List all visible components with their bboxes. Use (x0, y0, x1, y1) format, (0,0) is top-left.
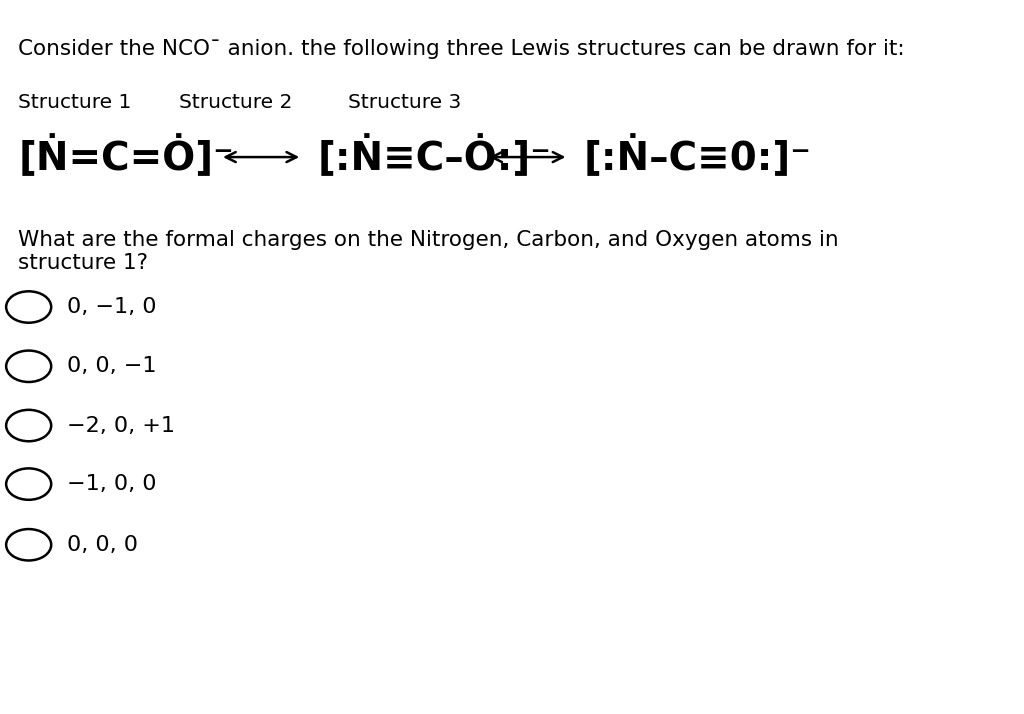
Text: −2, 0, +1: −2, 0, +1 (67, 416, 174, 436)
Text: Structure 3: Structure 3 (348, 93, 462, 112)
Text: [:Ṅ≡C–Ȯ:]⁻: [:Ṅ≡C–Ȯ:]⁻ (317, 136, 551, 178)
Text: Structure 2: Structure 2 (179, 93, 293, 112)
Text: 0, 0, 0: 0, 0, 0 (67, 535, 137, 555)
Text: [:Ṅ–C≡0:]⁻: [:Ṅ–C≡0:]⁻ (584, 136, 812, 178)
Text: 0, 0, −1: 0, 0, −1 (67, 356, 156, 376)
Text: −1, 0, 0: −1, 0, 0 (67, 474, 156, 494)
Text: Structure 1: Structure 1 (18, 93, 132, 112)
Text: Consider the NCO¯ anion. the following three Lewis structures can be drawn for i: Consider the NCO¯ anion. the following t… (18, 39, 905, 59)
Text: 0, −1, 0: 0, −1, 0 (67, 297, 156, 317)
Text: structure 1?: structure 1? (18, 253, 148, 273)
Text: What are the formal charges on the Nitrogen, Carbon, and Oxygen atoms in: What are the formal charges on the Nitro… (18, 230, 839, 250)
Text: [Ṅ=C=Ȯ]⁻: [Ṅ=C=Ȯ]⁻ (18, 136, 234, 178)
